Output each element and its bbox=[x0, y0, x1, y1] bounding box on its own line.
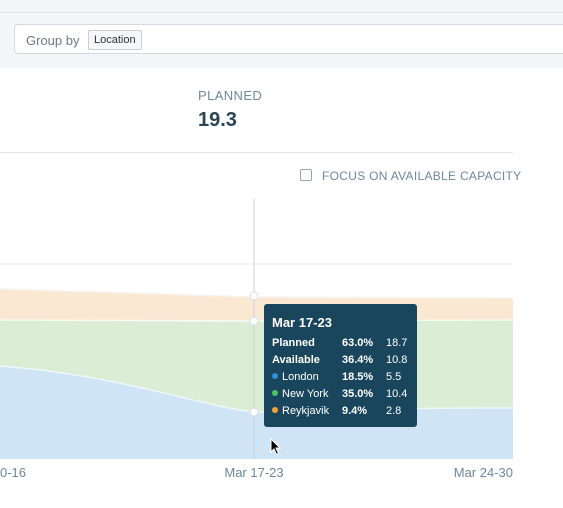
tooltip-title: Mar 17-23 bbox=[272, 315, 332, 330]
tooltip-row-value: 10.4 bbox=[386, 388, 408, 400]
chart-tooltip: Mar 17-23 Planned 63.0% 18.7 Available 3… bbox=[264, 304, 417, 427]
tooltip-row-value: 5.5 bbox=[386, 371, 402, 383]
tooltip-row-pct: 36.4% bbox=[342, 354, 374, 366]
tooltip-row-pct: 63.0% bbox=[342, 337, 374, 349]
tooltip-row-london: London 18.5% 5.5 bbox=[272, 371, 412, 388]
group-by-label: Group by bbox=[26, 33, 80, 48]
tooltip-row-name-wrap: London bbox=[272, 371, 319, 383]
tooltip-row-planned: Planned 63.0% 18.7 bbox=[272, 337, 412, 354]
group-by-location-chip[interactable]: Location bbox=[88, 30, 142, 50]
tooltip-row-name-wrap: New York bbox=[272, 388, 328, 400]
tooltip-row-name: Reykjavik bbox=[282, 405, 330, 417]
tooltip-row-pct: 35.0% bbox=[342, 388, 374, 400]
tooltip-row-name: Available bbox=[272, 354, 320, 366]
tooltip-row-pct: 9.4% bbox=[342, 405, 368, 417]
top-divider bbox=[0, 12, 563, 13]
mouse-cursor-icon bbox=[270, 438, 282, 456]
tooltip-row-pct: 18.5% bbox=[342, 371, 374, 383]
x-tick-label: 0-16 bbox=[0, 465, 26, 480]
tooltip-row-new-york: New York 35.0% 10.4 bbox=[272, 388, 412, 405]
focus-available-capacity-label[interactable]: FOCUS ON AVAILABLE CAPACITY bbox=[322, 169, 522, 183]
hover-point-reykjavik bbox=[249, 291, 259, 301]
tooltip-row-value: 2.8 bbox=[386, 405, 402, 417]
x-tick-label: Mar 24-30 bbox=[454, 465, 513, 480]
group-by-bar[interactable]: Group by Location bbox=[14, 24, 563, 54]
reykjavik-dot-icon bbox=[272, 407, 278, 413]
tooltip-row-name: Planned bbox=[272, 337, 315, 349]
tooltip-row-value: 10.8 bbox=[386, 354, 408, 366]
focus-available-capacity-checkbox[interactable] bbox=[300, 169, 312, 181]
hover-point-new-york bbox=[249, 316, 259, 326]
summary-divider bbox=[0, 152, 513, 153]
tooltip-row-reykjavik: Reykjavik 9.4% 2.8 bbox=[272, 405, 412, 422]
tooltip-row-value: 18.7 bbox=[386, 337, 408, 349]
tooltip-row-available: Available 36.4% 10.8 bbox=[272, 354, 412, 371]
new-york-dot-icon bbox=[272, 390, 278, 396]
tooltip-row-name: New York bbox=[282, 388, 329, 400]
planned-label: PLANNED bbox=[198, 88, 263, 103]
tooltip-row-name-wrap: Reykjavik bbox=[272, 405, 329, 417]
tooltip-row-name: London bbox=[282, 371, 319, 383]
hover-point-london bbox=[249, 407, 259, 417]
planned-value: 19.3 bbox=[198, 109, 237, 131]
x-tick-label: Mar 17-23 bbox=[224, 465, 283, 480]
london-dot-icon bbox=[272, 373, 278, 379]
